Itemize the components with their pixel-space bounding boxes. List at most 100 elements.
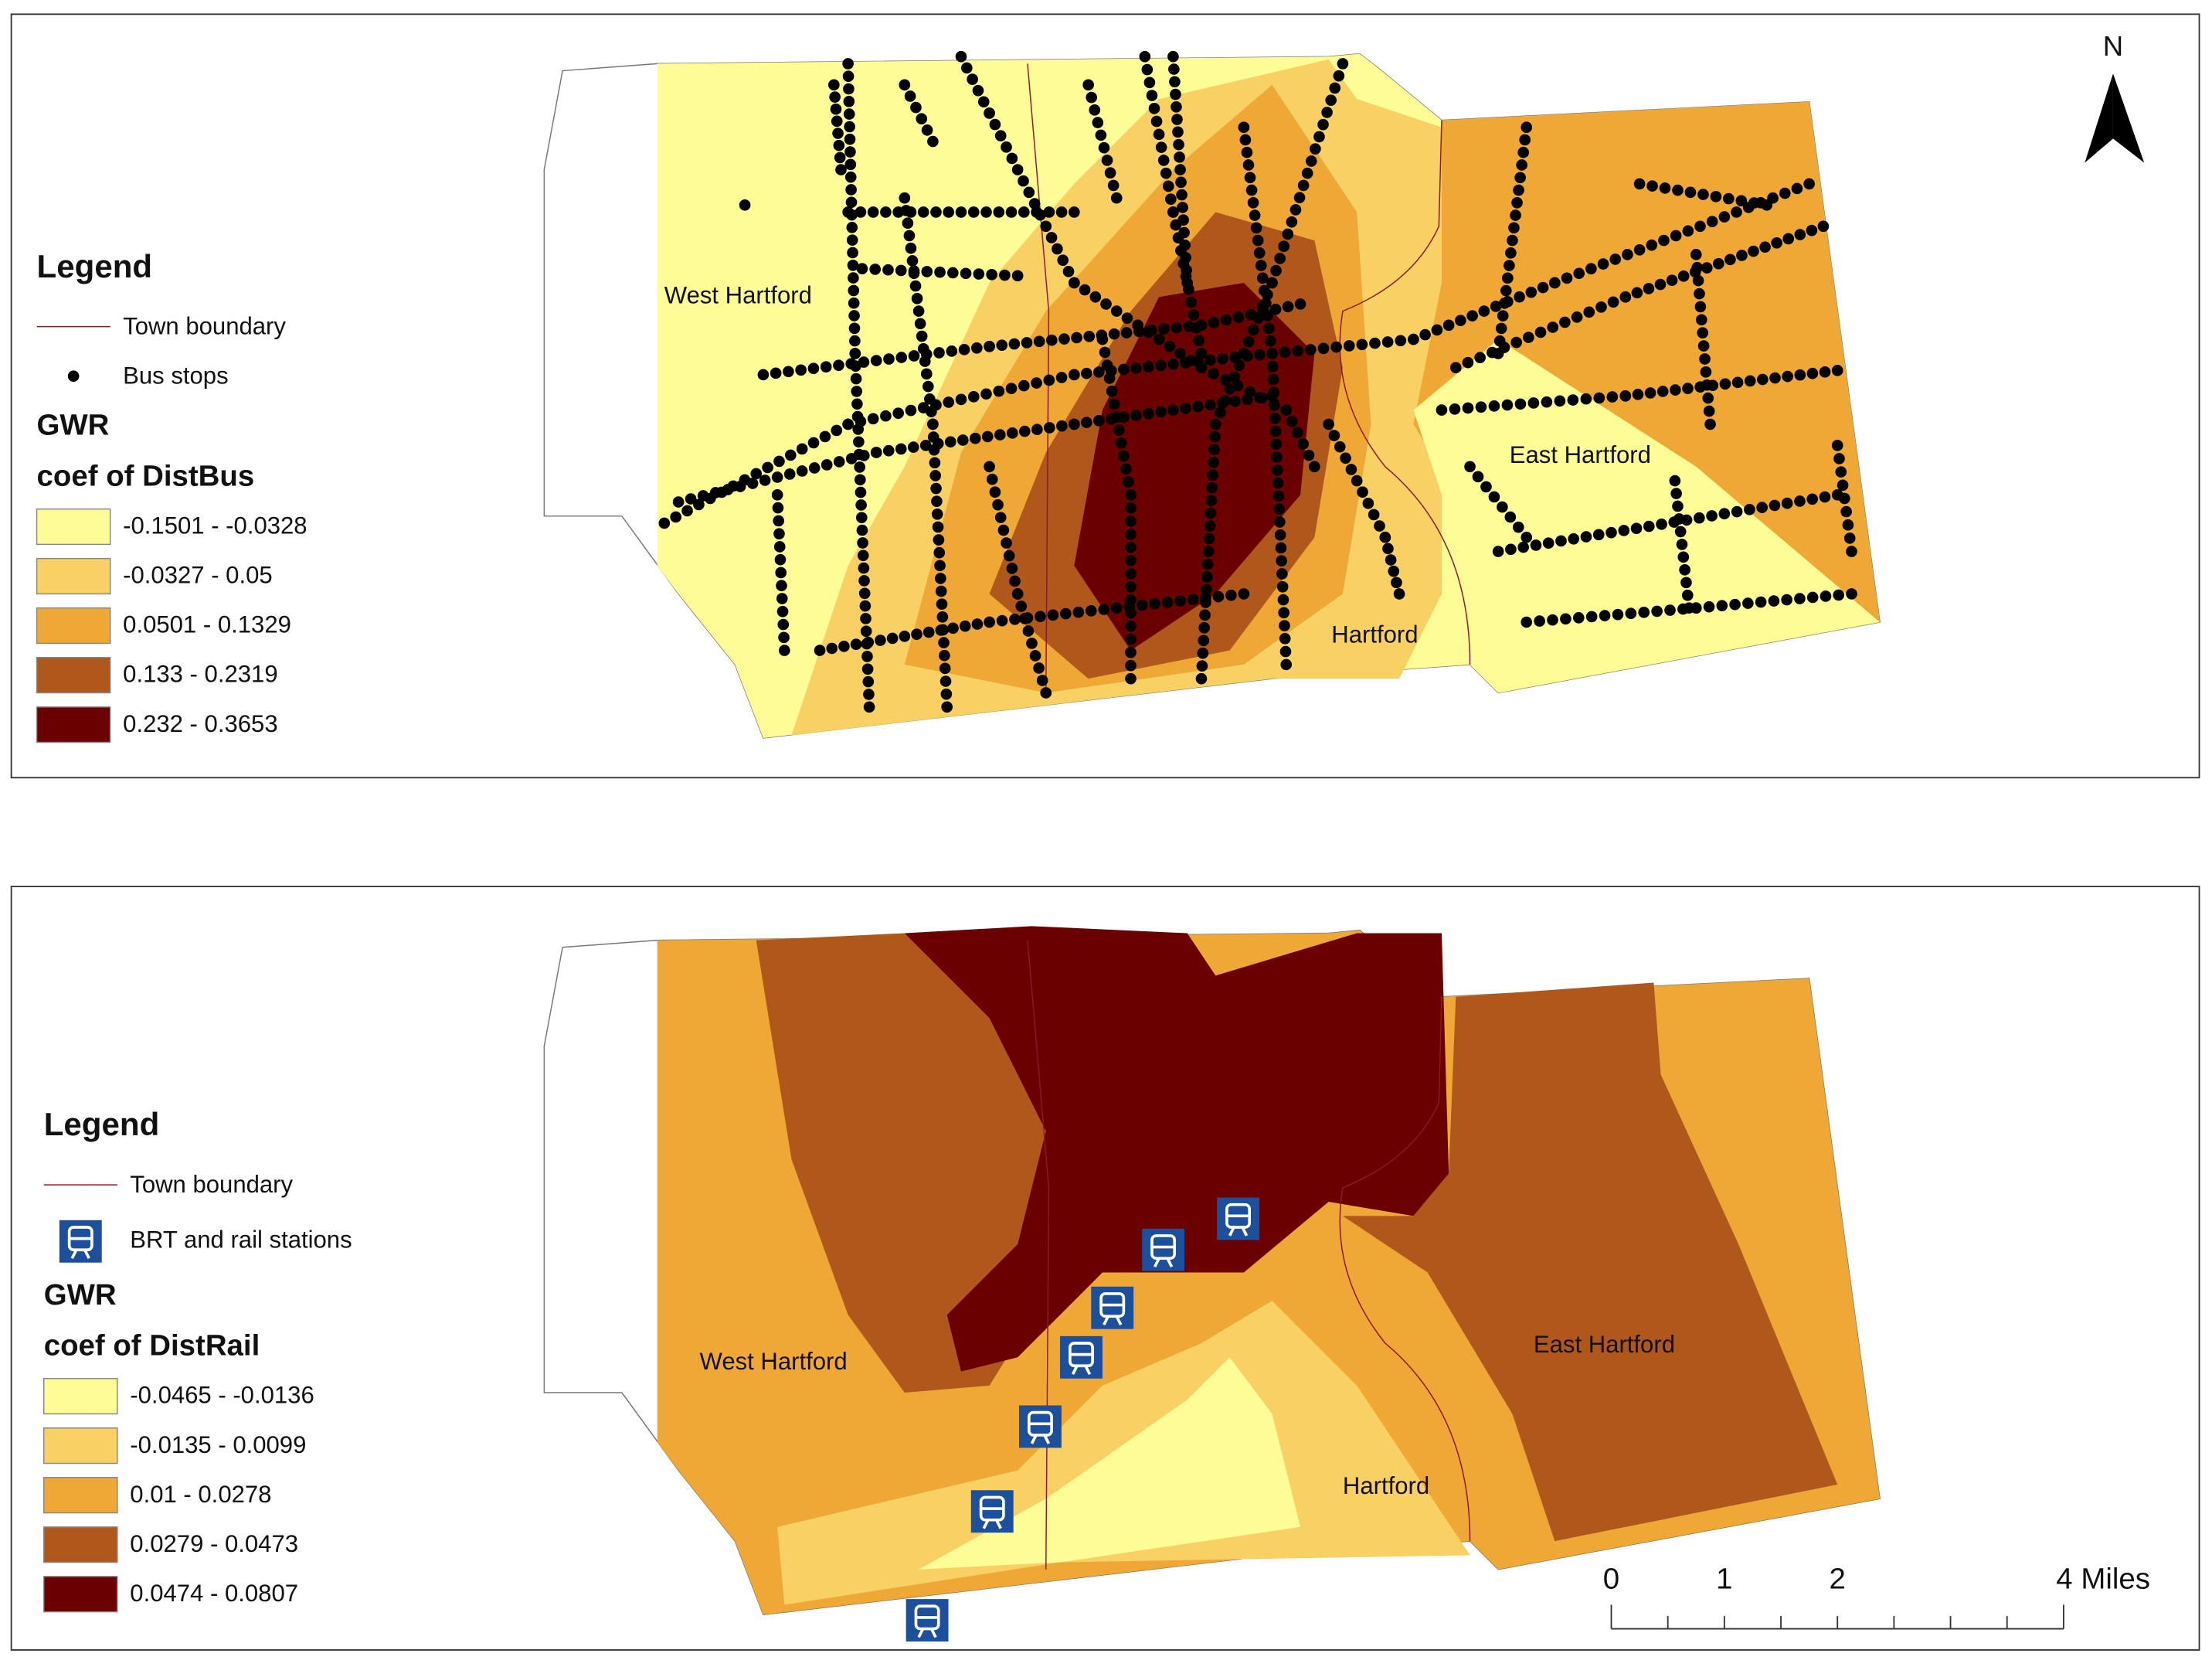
bus-stop bbox=[930, 206, 942, 218]
legend-swatch bbox=[42, 1526, 118, 1563]
bus-stop bbox=[722, 484, 734, 495]
bus-stop bbox=[773, 528, 785, 539]
bus-stop bbox=[1719, 378, 1731, 390]
bus-stop bbox=[883, 353, 895, 365]
bus-stop bbox=[851, 398, 863, 410]
bus-stop bbox=[1835, 466, 1847, 478]
bus-stop bbox=[1125, 502, 1137, 514]
bus-stop bbox=[1508, 222, 1520, 234]
bus-stop bbox=[863, 689, 875, 700]
bus-stop bbox=[1215, 407, 1226, 418]
bus-stop bbox=[783, 366, 794, 378]
bus-stop bbox=[1619, 390, 1632, 402]
bus-stop bbox=[846, 234, 858, 246]
bus-stop bbox=[1255, 260, 1267, 271]
bus-stop bbox=[899, 79, 911, 91]
bus-stop bbox=[859, 600, 872, 612]
bus-stop bbox=[1345, 464, 1357, 475]
bus-stop bbox=[1677, 551, 1690, 563]
bus-stop bbox=[1356, 339, 1368, 351]
bus-stop bbox=[933, 546, 946, 559]
bus-stop bbox=[908, 350, 920, 362]
bus-stop bbox=[895, 443, 907, 455]
bus-stop bbox=[1192, 400, 1204, 413]
bus-stop bbox=[1323, 418, 1334, 430]
bus-stop bbox=[1519, 134, 1531, 146]
bus-stop bbox=[1833, 453, 1845, 464]
bus-stop bbox=[861, 663, 874, 675]
bus-stop bbox=[757, 369, 770, 381]
bus-stop bbox=[778, 645, 790, 656]
station-icon-train bbox=[982, 1519, 1002, 1529]
legend: Legend Town boundary Bus stops GWR coef of D… bbox=[36, 248, 308, 743]
bus-stop bbox=[1254, 349, 1266, 361]
bus-stop bbox=[849, 348, 861, 359]
bus-stop bbox=[1096, 333, 1109, 345]
bus-stop bbox=[1736, 250, 1748, 261]
bus-stop bbox=[1480, 481, 1492, 493]
bus-stop bbox=[905, 206, 917, 218]
bus-stop bbox=[1015, 600, 1028, 612]
bus-stop bbox=[911, 292, 923, 304]
bus-stop bbox=[739, 199, 751, 211]
bus-stop bbox=[1143, 77, 1156, 89]
bus-stop bbox=[1472, 471, 1484, 483]
bus-stop bbox=[895, 352, 908, 363]
bus-stop bbox=[1694, 220, 1706, 233]
bus-stop bbox=[1351, 475, 1363, 487]
bus-stop bbox=[1277, 594, 1289, 606]
bus-stop bbox=[1381, 336, 1394, 348]
bus-stop bbox=[843, 95, 855, 107]
bus-stop bbox=[1839, 492, 1850, 505]
bus-stop bbox=[855, 206, 867, 218]
bus-stop bbox=[1677, 270, 1690, 282]
bus-stop bbox=[1198, 634, 1210, 647]
bus-stop bbox=[1554, 395, 1566, 407]
bus-stop bbox=[905, 242, 917, 254]
map-frame bbox=[10, 886, 2200, 1651]
bus-stop bbox=[1174, 595, 1186, 607]
bus-stop bbox=[916, 113, 928, 125]
bus-stop bbox=[1167, 206, 1179, 218]
bus-stop bbox=[1141, 63, 1154, 76]
bus-stop bbox=[1167, 358, 1179, 370]
bus-stop bbox=[1089, 291, 1102, 303]
bus-stop bbox=[814, 645, 826, 656]
bus-stop bbox=[1631, 287, 1643, 299]
place-label: East Hartford bbox=[1510, 441, 1651, 468]
bus-stop bbox=[850, 360, 861, 373]
bus-stop bbox=[1272, 490, 1285, 502]
bus-stop bbox=[1098, 141, 1110, 154]
bus-stop bbox=[917, 343, 929, 355]
bus-stop bbox=[1242, 159, 1255, 171]
bus-stop bbox=[1110, 411, 1123, 424]
bus-stop bbox=[1630, 522, 1643, 535]
bus-stop bbox=[936, 611, 949, 623]
station-icon bbox=[1217, 1197, 1259, 1240]
bus-stop bbox=[905, 404, 917, 417]
bus-stop bbox=[1282, 301, 1294, 313]
bus-stop bbox=[1500, 284, 1512, 297]
bus-stop bbox=[1534, 326, 1547, 339]
bus-stop bbox=[834, 151, 846, 164]
bus-stop bbox=[1585, 611, 1598, 623]
bus-stop bbox=[994, 429, 1006, 441]
bus-stop bbox=[1846, 546, 1857, 557]
bus-stop bbox=[1083, 331, 1096, 342]
bus-stop bbox=[1681, 589, 1694, 601]
bus-stop bbox=[1794, 495, 1806, 507]
bus-stop bbox=[828, 79, 840, 91]
bus-stop bbox=[1125, 567, 1137, 580]
bus-stop bbox=[1125, 672, 1137, 685]
bus-stop bbox=[835, 164, 847, 175]
bus-stop bbox=[971, 618, 984, 630]
bus-stop bbox=[1174, 164, 1186, 175]
bus-stop bbox=[1505, 543, 1517, 556]
bus-stop bbox=[1488, 491, 1500, 503]
bus-stop bbox=[960, 62, 973, 74]
bus-stop bbox=[1817, 220, 1830, 233]
bus-stop bbox=[1269, 412, 1281, 424]
bus-stop bbox=[1706, 216, 1718, 227]
bus-stop bbox=[967, 391, 980, 403]
bus-stop bbox=[1274, 529, 1286, 541]
